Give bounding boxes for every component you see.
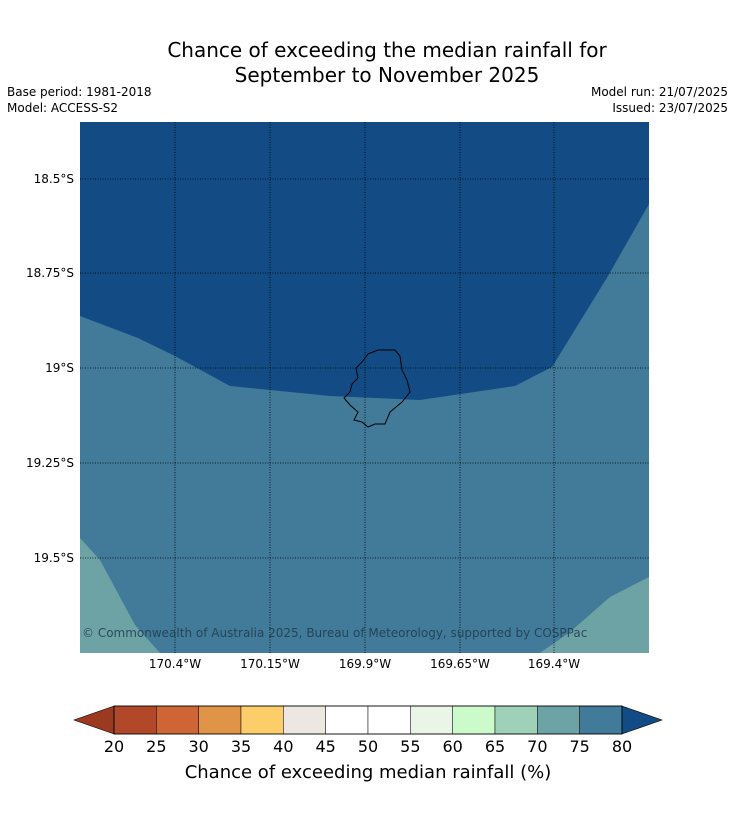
colorbar-tick-label: 65 — [484, 737, 506, 756]
lon-label: 169.4°W — [527, 657, 581, 671]
colorbar-tick-label: 55 — [400, 737, 421, 756]
lat-label: 19.5°S — [33, 551, 74, 565]
model-name-text: Model: ACCESS-S2 — [7, 101, 119, 115]
lon-label: 169.9°W — [338, 657, 392, 671]
colorbar-under-triangle — [73, 705, 115, 735]
colorbar-tick-label: 80 — [611, 737, 633, 756]
colorbar-segment — [198, 705, 242, 735]
copyright-notice: © Commonwealth of Australia 2025, Bureau… — [82, 626, 588, 640]
colorbar-segment — [240, 705, 284, 735]
colorbar-segment — [283, 705, 326, 735]
colorbar-tick-label: 70 — [527, 737, 548, 756]
model-run-text: Model run: 21/07/2025 — [590, 85, 728, 99]
lat-label: 19.25°S — [26, 456, 74, 470]
colorbar-segment — [452, 705, 496, 735]
niue-island-outline — [343, 349, 411, 428]
base-period-text: Base period: 1981-2018 — [7, 85, 152, 99]
colorbar-tick-label: 20 — [103, 737, 125, 756]
map-title: Chance of exceeding the median rainfall … — [0, 38, 736, 88]
lon-label: 169.65°W — [430, 657, 490, 671]
colorbar-tick-label: 40 — [273, 737, 294, 756]
colorbar-segment — [537, 705, 580, 735]
colorbar-tick-label: 60 — [442, 737, 463, 756]
lon-label: 170.4°W — [148, 657, 202, 671]
colorbar-segment — [325, 705, 369, 735]
colorbar-label: Chance of exceeding median rainfall (%) — [184, 762, 552, 783]
graticule — [80, 122, 649, 653]
colorbar-segment — [156, 705, 199, 735]
probability-area-70-75-southeast — [540, 577, 649, 653]
colorbar-segment — [494, 705, 538, 735]
lat-label: 19°S — [45, 361, 74, 375]
colorbar-tick-label: 35 — [230, 737, 252, 756]
colorbar-tick-label: 30 — [188, 737, 209, 756]
colorbar-segment — [579, 705, 623, 735]
base-model-info: Base period: 1981-2018 Model: ACCESS-S2 — [7, 84, 152, 116]
title-line-1: Chance of exceeding the median rainfall … — [167, 38, 607, 62]
lat-label: 18.75°S — [26, 266, 74, 280]
colorbar-tick-label: 75 — [569, 737, 590, 756]
colorbar-segment — [410, 705, 453, 735]
probability-area-75-80 — [80, 204, 649, 653]
colorbar-tick-label: 50 — [357, 737, 379, 756]
colorbar-tick-label: 25 — [146, 737, 167, 756]
colorbar-segment — [367, 705, 411, 735]
issued-text: Issued: 23/07/2025 — [612, 101, 728, 115]
probability-area-70-75-southwest — [80, 538, 160, 653]
colorbar-over-triangle — [621, 705, 663, 735]
title-line-2: September to November 2025 — [234, 63, 540, 87]
lon-label: 170.15°W — [240, 657, 300, 671]
colorbar-segment — [113, 705, 157, 735]
lat-label: 18.5°S — [33, 172, 74, 186]
colorbar — [73, 705, 663, 735]
colorbar-tick-label: 45 — [315, 737, 336, 756]
run-issue-info: Model run: 21/07/2025 Issued: 23/07/2025 — [591, 84, 728, 116]
